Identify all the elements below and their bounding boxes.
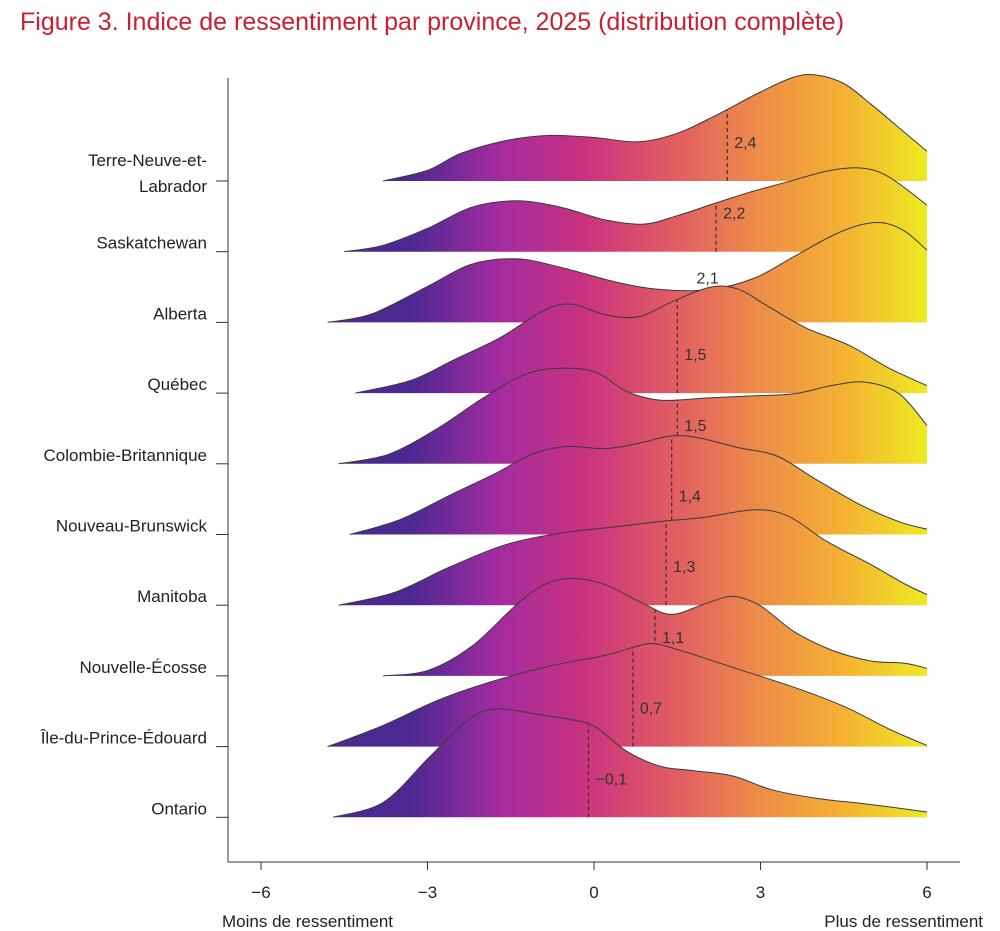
ridge-area xyxy=(355,286,927,394)
x-tick-label: 0 xyxy=(589,883,598,902)
median-label: 0,7 xyxy=(640,701,662,718)
y-label-ontario: Ontario xyxy=(151,799,207,818)
x-axis-left-label: Moins de ressentiment xyxy=(222,912,393,931)
median-label: 1,5 xyxy=(684,418,706,435)
ridge-area xyxy=(383,74,928,181)
y-label-nouveau-brunswick: Nouveau-Brunswick xyxy=(56,517,208,536)
y-label-qu-bec: Québec xyxy=(147,375,207,394)
chart-title: Figure 3. Indice de ressentiment par pro… xyxy=(20,8,845,36)
ridge-alberta: 2,1 xyxy=(327,221,928,323)
ridge-outline xyxy=(327,221,928,323)
ridge-qu-bec: 1,5 xyxy=(355,285,928,394)
x-axis: −6 −3 0 3 6 xyxy=(228,861,960,902)
ridge-area xyxy=(344,167,927,252)
x-tick-label: −3 xyxy=(418,883,437,902)
x-tick-label: −6 xyxy=(251,883,270,902)
x-tick-label: 6 xyxy=(922,883,931,902)
ridge-outline xyxy=(349,435,928,535)
ridge-terre-neuve-et-labrador: 2,4 xyxy=(382,73,928,182)
y-label-line: Labrador xyxy=(139,177,207,196)
ridge-outline xyxy=(338,509,928,606)
ridge-ontario: −0,1 xyxy=(332,708,928,818)
median-label: 1,1 xyxy=(662,630,684,647)
ridge-outline xyxy=(355,285,928,394)
ridge-outline xyxy=(383,577,928,677)
ridge-outline xyxy=(382,73,928,182)
y-label--le-du-prince-douard: Île-du-Prince-Édouard xyxy=(40,729,207,748)
y-label-colombie-britannique: Colombie-Britannique xyxy=(44,446,207,465)
median-label: −0,1 xyxy=(596,771,628,788)
ridge-area xyxy=(338,509,927,606)
y-label-nouvelle-cosse: Nouvelle-Écosse xyxy=(79,658,207,677)
ridge-manitoba: 1,3 xyxy=(338,509,928,606)
ridge-nouveau-brunswick: 1,4 xyxy=(349,435,928,535)
ridge-area xyxy=(338,368,927,464)
ridge-outline xyxy=(327,642,928,748)
median-label: 1,3 xyxy=(673,559,695,576)
ridge-outline xyxy=(338,367,928,465)
ridge-area xyxy=(333,708,928,818)
ridge-outline xyxy=(344,167,928,253)
ridge-colombie-britannique: 1,5 xyxy=(338,367,928,465)
median-label: 1,5 xyxy=(684,347,706,364)
median-label: 2,1 xyxy=(697,271,719,288)
ridge-nouvelle-cosse: 1,1 xyxy=(383,577,928,677)
y-label-terre-neuve-et-labrador: Terre-Neuve-et- Labrador xyxy=(88,151,207,196)
x-tick-label: 3 xyxy=(756,883,765,902)
ridge-outline xyxy=(332,708,928,818)
ridge-area xyxy=(327,222,928,323)
median-label: 2,2 xyxy=(723,206,745,223)
y-axis: Terre-Neuve-et- Labrador Saskatchewan Alber… xyxy=(40,78,229,862)
ridge-area xyxy=(349,435,927,535)
ridges-group: 2,4 2,2 2,1 1,5 1,5 1,4 1,3 1,1 0,7 −0,1 xyxy=(327,73,928,818)
y-label-manitoba: Manitoba xyxy=(137,587,207,606)
x-axis-right-label: Plus de ressentiment xyxy=(824,912,983,931)
median-label: 2,4 xyxy=(734,135,756,152)
y-label-saskatchewan: Saskatchewan xyxy=(96,234,207,253)
median-label: 1,4 xyxy=(679,489,701,506)
ridge-saskatchewan: 2,2 xyxy=(344,167,928,253)
y-label-alberta: Alberta xyxy=(153,304,207,323)
y-label-line: Terre-Neuve-et- xyxy=(88,151,207,170)
